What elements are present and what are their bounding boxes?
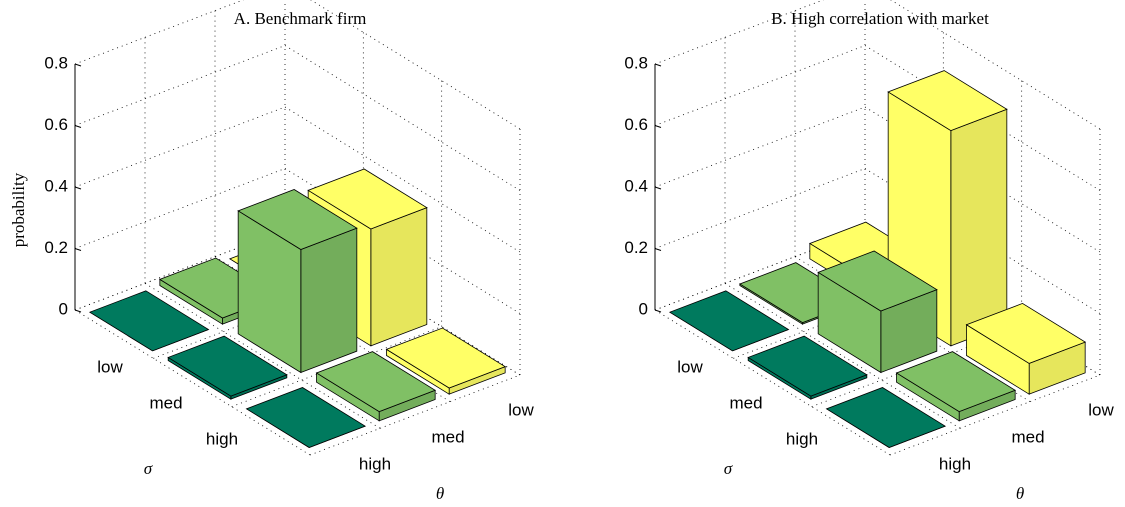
z-tick-label: 0.2: [44, 238, 68, 257]
y-tick-label: med: [1011, 427, 1044, 446]
z-tick-label: 0.6: [624, 115, 648, 134]
bar: [88, 290, 210, 352]
chart-title: B. High correlation with market: [771, 9, 989, 28]
bar-top: [88, 290, 210, 352]
tick-mark: [74, 309, 82, 313]
grid-line: [284, 229, 521, 376]
grid-line: [310, 0, 521, 130]
bar-top: [965, 302, 1087, 364]
tick-mark: [74, 125, 82, 128]
grid-line: [864, 106, 1101, 253]
floor-grid: [74, 309, 311, 456]
bar: [237, 189, 358, 374]
grid-line: [654, 106, 866, 188]
bar: [965, 302, 1087, 395]
bar: [385, 327, 507, 395]
x-axis-label: σ: [724, 459, 733, 478]
z-tick-label: 0.4: [44, 176, 68, 195]
z-tick-label: 0.4: [624, 176, 648, 195]
bar-top: [167, 335, 288, 397]
x-tick-label: med: [729, 393, 762, 412]
grid-line: [864, 45, 1101, 191]
z-tick-label: 0.6: [44, 115, 68, 134]
tick-mark: [654, 125, 662, 128]
x-axis-label: σ: [144, 459, 153, 478]
tick-mark: [74, 63, 82, 67]
bar-side: [950, 108, 1008, 347]
z-tick-label: 0.8: [44, 53, 68, 72]
bar: [167, 335, 288, 400]
chart-title: A. Benchmark firm: [234, 9, 367, 28]
tick-mark: [74, 186, 82, 190]
bar-top: [817, 250, 938, 312]
tick-mark: [654, 248, 662, 251]
tick-mark: [74, 248, 82, 251]
z-tick-label: 0: [639, 299, 648, 318]
bar: [895, 351, 1017, 422]
bar: [668, 290, 790, 352]
z-axis-label: probability: [9, 172, 28, 247]
tick-mark: [654, 63, 662, 67]
bar-top: [887, 70, 1008, 132]
grid-line: [654, 45, 866, 126]
bar: [315, 351, 437, 422]
grid-line: [284, 106, 521, 253]
bar-top: [668, 290, 790, 352]
bar: [817, 250, 938, 374]
tick-mark: [654, 186, 662, 190]
bar-top: [315, 351, 437, 413]
x-tick-label: low: [677, 357, 703, 376]
floor-grid: [724, 282, 961, 429]
x-tick-label: high: [206, 429, 238, 448]
grid-line: [284, 168, 521, 314]
bar: [825, 387, 947, 448]
grid-line: [74, 106, 286, 188]
bar-top: [237, 189, 358, 250]
grid-line: [864, 168, 1101, 314]
y-tick-label: low: [1088, 400, 1114, 419]
bar-top: [825, 387, 947, 448]
bar-top: [245, 387, 367, 448]
y-axis-label: θ: [436, 484, 444, 503]
floor-grid: [144, 282, 381, 429]
x-tick-label: med: [149, 393, 182, 412]
z-tick-label: 0.8: [624, 53, 648, 72]
y-tick-label: high: [359, 454, 391, 473]
bar: [747, 335, 868, 400]
y-tick-label: high: [939, 454, 971, 473]
floor-grid: [654, 309, 891, 456]
bar-top: [307, 168, 428, 230]
y-axis-label: θ: [1016, 484, 1024, 503]
z-tick-label: 0.2: [624, 238, 648, 257]
grid-line: [74, 45, 286, 126]
bar-top: [385, 327, 507, 389]
grid-line: [284, 45, 521, 191]
bar-side: [370, 207, 428, 347]
bar-side: [300, 227, 358, 374]
bar: [245, 387, 367, 448]
tick-mark: [654, 309, 662, 313]
bar-top: [747, 335, 868, 397]
x-tick-label: high: [786, 429, 818, 448]
grid-line: [890, 0, 1101, 130]
y-tick-label: low: [508, 400, 534, 419]
z-tick-label: 0: [59, 299, 68, 318]
y-tick-label: med: [431, 427, 464, 446]
x-tick-label: low: [97, 357, 123, 376]
bar-top: [895, 351, 1017, 413]
